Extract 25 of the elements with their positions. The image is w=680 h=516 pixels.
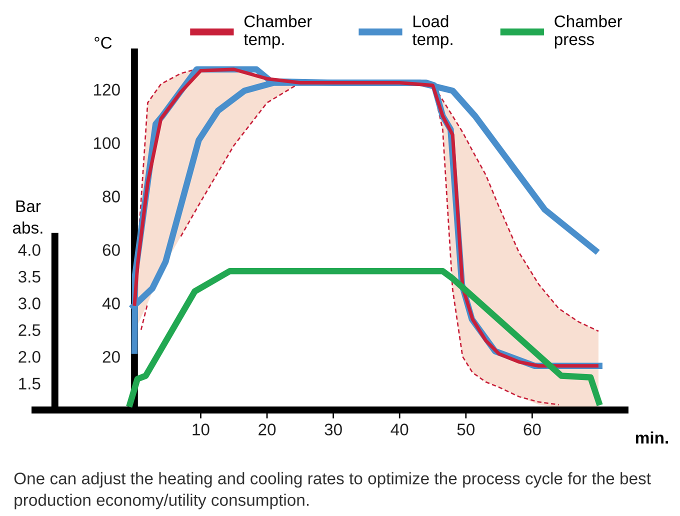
x-tick-label: 30 bbox=[324, 424, 342, 436]
y-tick-label: 120 bbox=[94, 84, 120, 96]
y-tick-label: 80 bbox=[102, 190, 120, 202]
y2-tick-label: 3.5 bbox=[18, 270, 40, 283]
x-axis-title: min. bbox=[636, 431, 668, 444]
text: One can adjust the heating and cooling rates to optimize the process cycle for the best production economy/utility consumption. bbox=[14, 472, 651, 510]
y-tick-label: 60 bbox=[102, 244, 120, 256]
x-tick-label: 10 bbox=[192, 424, 210, 436]
x-tick-label: 20 bbox=[258, 424, 276, 436]
y2-tick-label: 2.5 bbox=[18, 324, 40, 336]
legend-label: Load temp. bbox=[412, 15, 452, 48]
y2-tick-label: 3.0 bbox=[18, 298, 40, 310]
y2-tick-label: 2.0 bbox=[18, 350, 40, 363]
y-axis-title: °C bbox=[94, 36, 112, 49]
legend-label: Chamber press bbox=[554, 15, 622, 48]
y-tick-label: 100 bbox=[94, 137, 120, 150]
y2-tick-label: 1.5 bbox=[19, 378, 40, 390]
y2-axis-title: Bar abs. bbox=[12, 200, 42, 234]
y2-tick-label: 4.0 bbox=[18, 244, 40, 256]
y-tick-label: 20 bbox=[102, 350, 120, 363]
x-tick-label: 50 bbox=[457, 424, 475, 436]
x-tick-label: 40 bbox=[390, 424, 408, 436]
y-tick-label: 40 bbox=[102, 298, 120, 310]
legend-label: Chamber temp. bbox=[244, 15, 312, 48]
x-tick-label: 60 bbox=[524, 424, 541, 436]
